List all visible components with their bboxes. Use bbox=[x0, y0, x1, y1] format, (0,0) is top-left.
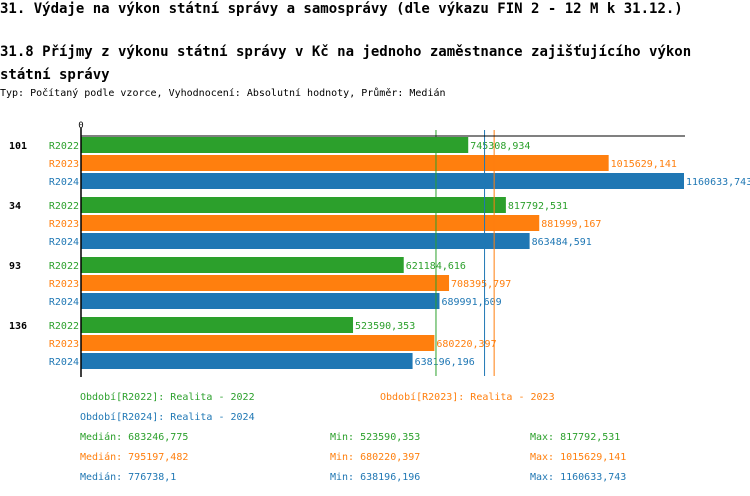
stat-min-r2023: Min: 680220,397 bbox=[330, 452, 421, 463]
chart-description: Typ: Počítaný podle vzorce, Vyhodnocení:… bbox=[0, 88, 446, 99]
series-label: R2022 bbox=[49, 261, 79, 272]
bar bbox=[81, 335, 435, 351]
data-label: 1015629,141 bbox=[611, 159, 677, 170]
series-label: R2024 bbox=[49, 237, 79, 248]
legend-r2023: Období[R2023]: Realita - 2023 bbox=[380, 392, 555, 403]
stat-min-r2024: Min: 638196,196 bbox=[330, 472, 421, 483]
category-label: 101 bbox=[9, 141, 27, 152]
series-label: R2024 bbox=[49, 357, 79, 368]
bar bbox=[81, 293, 440, 309]
bar bbox=[81, 197, 506, 213]
series-label: R2022 bbox=[49, 201, 79, 212]
bar bbox=[81, 137, 469, 153]
series-label: R2023 bbox=[49, 219, 79, 230]
bar bbox=[81, 353, 413, 369]
stat-max-r2023: Max: 1015629,141 bbox=[530, 452, 627, 463]
data-label: 708395,797 bbox=[451, 279, 511, 290]
bar bbox=[81, 155, 609, 171]
stat-median-r2023: Medián: 795197,482 bbox=[80, 452, 189, 463]
data-label: 881999,167 bbox=[541, 219, 601, 230]
bar bbox=[81, 317, 354, 333]
series-label: R2023 bbox=[49, 279, 79, 290]
category-label: 93 bbox=[9, 261, 21, 272]
chart-subtitle: 31.8 Příjmy z výkonu státní správy v Kč … bbox=[0, 44, 692, 83]
stat-max-r2022: Max: 817792,531 bbox=[530, 432, 621, 443]
bar bbox=[81, 257, 404, 273]
bar bbox=[81, 233, 530, 249]
category-label: 34 bbox=[9, 201, 21, 212]
data-label: 638196,196 bbox=[415, 357, 475, 368]
series-label: R2022 bbox=[49, 321, 79, 332]
series-label: R2024 bbox=[49, 297, 79, 308]
data-label: 863484,591 bbox=[532, 237, 592, 248]
bar bbox=[81, 173, 684, 189]
page-title: 31. Výdaje na výkon státní správy a samo… bbox=[0, 1, 683, 17]
stat-median-r2024: Medián: 776738,1 bbox=[80, 472, 177, 483]
data-label: 689991,609 bbox=[441, 297, 501, 308]
data-label: 523590,353 bbox=[355, 321, 415, 332]
series-label: R2022 bbox=[49, 141, 79, 152]
data-label: 817792,531 bbox=[508, 201, 568, 212]
category-label: 136 bbox=[9, 321, 27, 332]
legend-r2022: Období[R2022]: Realita - 2022 bbox=[80, 392, 255, 403]
bar bbox=[81, 215, 540, 231]
data-label: 680220,397 bbox=[436, 339, 496, 350]
bar bbox=[81, 275, 450, 291]
series-label: R2024 bbox=[49, 177, 79, 188]
stat-min-r2022: Min: 523590,353 bbox=[330, 432, 421, 443]
stat-max-r2024: Max: 1160633,743 bbox=[530, 472, 627, 483]
stat-median-r2022: Medián: 683246,775 bbox=[80, 432, 189, 443]
data-label: 1160633,743 bbox=[686, 177, 750, 188]
series-label: R2023 bbox=[49, 339, 79, 350]
series-label: R2023 bbox=[49, 159, 79, 170]
data-label: 745308,934 bbox=[470, 141, 530, 152]
legend-r2024: Období[R2024]: Realita - 2024 bbox=[80, 412, 255, 423]
x-tick-label: 0 bbox=[78, 121, 83, 131]
